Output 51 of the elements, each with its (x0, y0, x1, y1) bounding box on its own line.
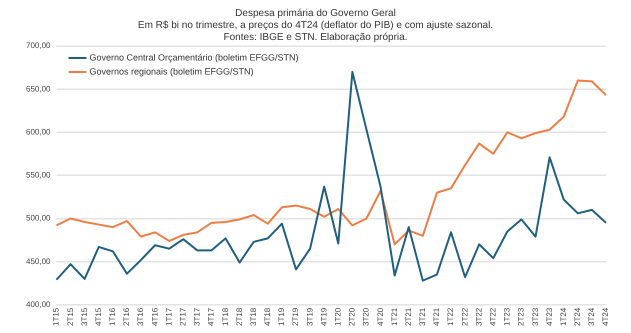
x-tick-label: 1T18 (220, 307, 230, 326)
y-tick-label: 400,00 (26, 300, 52, 309)
x-tick-label: 2T15 (66, 307, 75, 326)
x-tick-label: 1T23 (502, 307, 512, 326)
x-tick-label: 4T20 (376, 307, 385, 326)
x-tick-label: 4T24 (601, 307, 610, 326)
x-tick-label: 2T21 (404, 307, 413, 326)
y-tick-label: 600,00 (26, 127, 52, 136)
x-tick-label: 1T15 (52, 307, 61, 326)
x-tick-label: 3T20 (362, 307, 371, 326)
x-tick-label: 1T17 (164, 307, 174, 326)
x-tick-label: 4T15 (94, 307, 103, 326)
y-tick-label: 700,00 (26, 41, 52, 50)
x-tick-label: 2T24 (573, 307, 582, 326)
y-tick-label: 650,00 (26, 84, 52, 94)
x-tick-label: 1T20 (333, 307, 342, 326)
x-tick-label: 3T23 (530, 307, 540, 326)
x-tick-label: 3T16 (136, 307, 146, 326)
x-tick-label: 2T20 (348, 307, 357, 326)
x-tick-label: 4T23 (544, 307, 554, 326)
x-tick-label: 4T22 (488, 307, 498, 326)
legend-label: Governo Central Orçamentário (boletim EFGG/STN) (89, 52, 299, 62)
x-tick-label: 2T16 (122, 307, 132, 326)
x-tick-label: 1T22 (446, 307, 456, 326)
x-tick-label: 4T18 (263, 307, 272, 326)
x-tick-label: 1T21 (390, 307, 399, 326)
x-tick-label: 4T17 (206, 307, 216, 326)
x-tick-label: 3T18 (248, 307, 258, 326)
y-tick-label: 450,00 (26, 256, 52, 266)
y-tick-label: 500,00 (26, 214, 52, 223)
x-tick-label: 1T16 (108, 307, 118, 326)
x-tick-label: 2T23 (516, 307, 526, 326)
x-tick-label: 2T18 (234, 307, 244, 326)
x-tick-label: 2T19 (291, 307, 300, 326)
x-tick-label: 3T24 (587, 307, 596, 326)
chart-title: Despesa primária do Governo Geral (234, 8, 397, 20)
x-tick-label: 4T21 (432, 307, 442, 326)
chart-subtitle: Em R$ bi no trimestre, a preços do 4T24 (deflator do PIB) e com ajuste sazonal. Fontes: IBGE e STN. Elaboração própria. (138, 20, 494, 43)
x-tick-label: 3T22 (474, 307, 484, 326)
x-tick-label: 4T16 (150, 307, 160, 326)
x-tick-label: 1T24 (558, 307, 568, 326)
x-tick-label: 3T17 (192, 307, 202, 326)
x-tick-label: 4T19 (319, 307, 328, 326)
x-tick-label: 3T21 (418, 307, 428, 326)
x-tick-label: 1T19 (277, 307, 286, 326)
x-tick-label: 3T15 (80, 307, 89, 326)
y-tick-label: 550,00 (26, 170, 52, 180)
x-tick-label: 3T19 (305, 307, 314, 326)
legend-label: Governos regionais (boletim EFGG/STN) (89, 66, 254, 76)
x-tick-label: 2T22 (460, 307, 470, 326)
x-tick-label: 2T17 (178, 307, 188, 326)
